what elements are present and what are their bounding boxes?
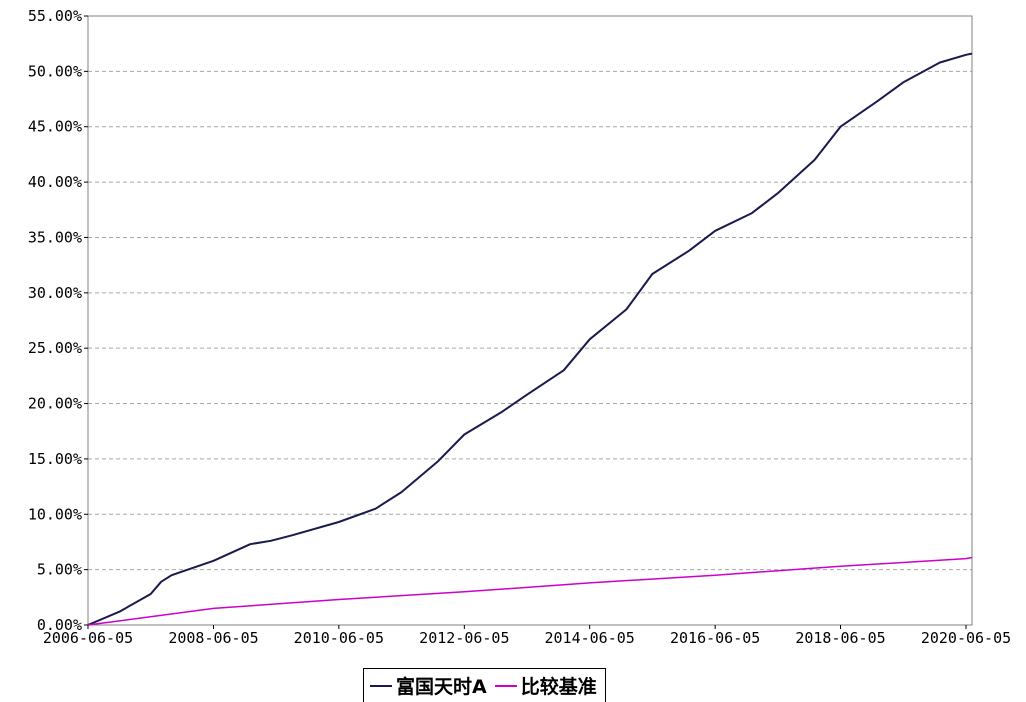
y-tick-label: 0.00% [37, 616, 82, 634]
legend-item-fund: 富国天时A [370, 672, 487, 699]
y-tick-label: 30.00% [28, 284, 82, 302]
y-tick-label: 20.00% [28, 395, 82, 413]
y-tick-label: 45.00% [28, 118, 82, 136]
x-axis-ticks: 2006-06-05 2008-06-05 2010-06-05 2012-06-05… [43, 625, 1011, 647]
y-tick-label: 55.00% [28, 7, 82, 25]
legend-swatch-benchmark [494, 684, 517, 687]
legend: 富国天时A 比较基准 [363, 668, 606, 702]
x-tick-label: 2018-06-05 [795, 629, 885, 647]
series-lines [87, 52, 973, 626]
y-tick-label: 15.00% [28, 450, 82, 468]
plot-area-frame [87, 15, 973, 626]
x-tick-label: 2006-06-05 [43, 629, 133, 647]
series-line-fund [87, 52, 973, 626]
y-tick-label: 40.00% [28, 173, 82, 191]
x-tick-label: 2014-06-05 [545, 629, 635, 647]
y-tick-label: 50.00% [28, 62, 82, 80]
x-tick-label: 2010-06-05 [294, 629, 384, 647]
x-tick-label: 2016-06-05 [670, 629, 760, 647]
grid-lines [88, 70, 972, 571]
y-axis-ticks: 0.00% 5.00% 10.00% 15.00% 20.00% 25.00% 30.00%… [28, 7, 88, 634]
legend-label-benchmark: 比较基准 [520, 676, 597, 698]
legend-label-fund: 富国天时A [396, 676, 487, 698]
y-tick-label: 25.00% [28, 339, 82, 357]
x-tick-label: 2012-06-05 [419, 629, 509, 647]
x-tick-label: 2008-06-05 [168, 629, 258, 647]
legend-item-benchmark: 比较基准 [494, 672, 597, 699]
y-tick-label: 35.00% [28, 228, 82, 246]
series-line-benchmark [87, 556, 973, 626]
legend-swatch-fund [370, 684, 392, 687]
x-tick-label: 2020-06-05 [921, 629, 1011, 647]
y-tick-label: 5.00% [37, 561, 82, 579]
y-tick-label: 10.00% [28, 505, 82, 523]
